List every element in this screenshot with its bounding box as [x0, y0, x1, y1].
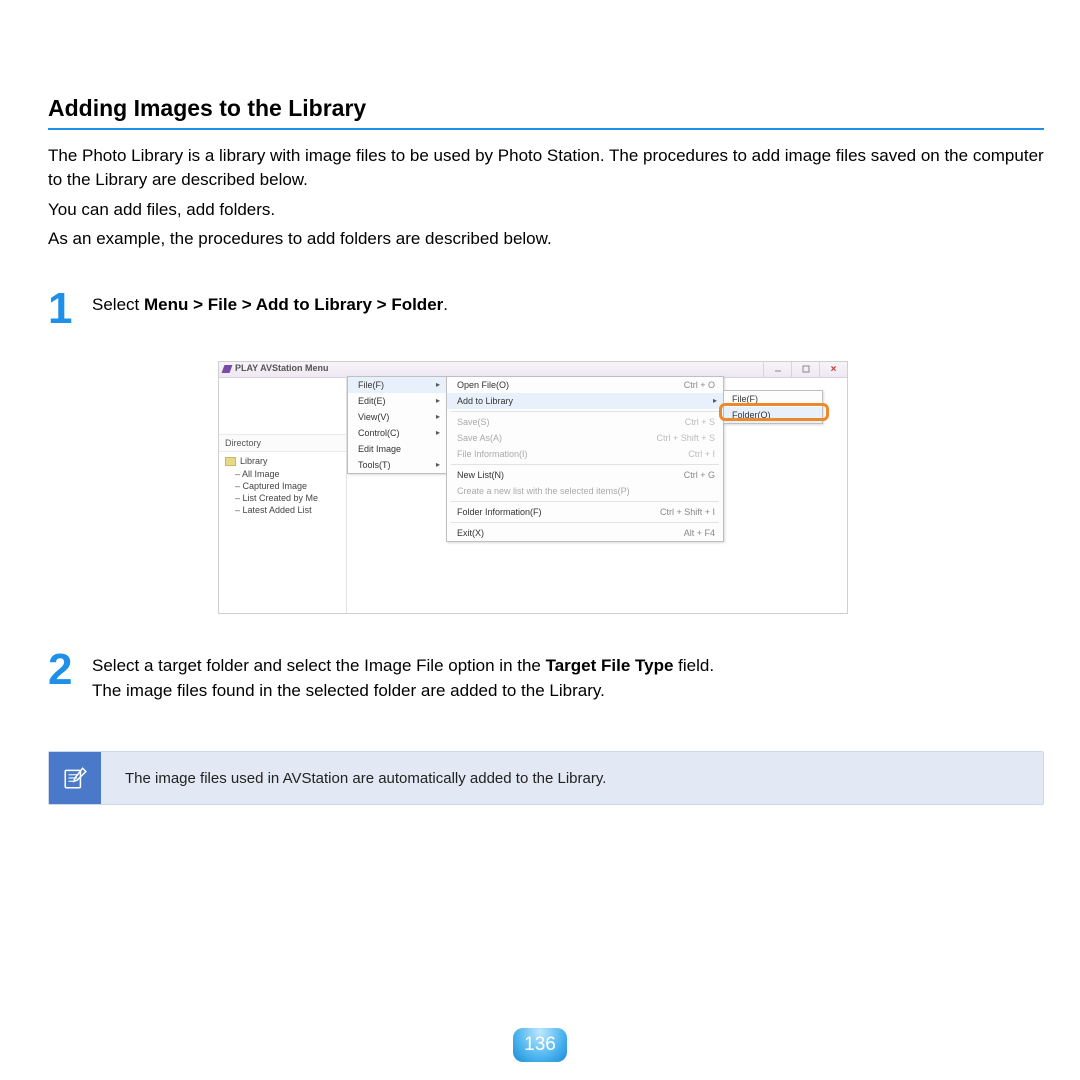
tree-item[interactable]: List Created by Me [235, 492, 346, 504]
note-icon [49, 752, 101, 804]
menu-item-label: Exit(X) [457, 528, 484, 538]
menu-item-label: Folder Information(F) [457, 507, 542, 517]
note-box: The image files used in AVStation are au… [48, 751, 1044, 805]
menu-shortcut: Ctrl + O [684, 380, 715, 390]
menu-item-save-as: Save As(A) Ctrl + Shift + S [447, 430, 723, 446]
menu-item-add-folder[interactable]: Folder(O) [724, 407, 822, 423]
step-2-text: Select a target folder and select the Im… [92, 654, 1044, 703]
menu-item-save: Save(S) Ctrl + S [447, 414, 723, 430]
menu-shortcut: Ctrl + Shift + S [656, 433, 715, 443]
menu-item-label: File Information(I) [457, 449, 528, 459]
tree-item[interactable]: Captured Image [235, 480, 346, 492]
pencil-note-icon [62, 765, 88, 791]
menu-item-label: Add to Library [457, 396, 513, 406]
submenu-arrow-icon: ▸ [436, 396, 440, 405]
menu-item-label: New List(N) [457, 470, 504, 480]
menu-item-label: File(F) [358, 380, 384, 390]
menu-item-new-list[interactable]: New List(N) Ctrl + G [447, 467, 723, 483]
submenu-file: Open File(O) Ctrl + O Add to Library ▸ Sav… [446, 376, 724, 542]
submenu-arrow-icon: ▸ [436, 412, 440, 421]
tree-root[interactable]: Library [225, 456, 346, 466]
step-2-line1-bold: Target File Type [546, 656, 674, 675]
menu-shortcut: Alt + F4 [684, 528, 715, 538]
menu-item-control[interactable]: Control(C) ▸ [348, 425, 446, 441]
window-title: PLAY AVStation Menu [235, 363, 329, 373]
menu-item-folder-info[interactable]: Folder Information(F) Ctrl + Shift + I [447, 504, 723, 520]
menu-item-add-file[interactable]: File(F) [724, 391, 822, 407]
menu-shortcut: Ctrl + G [684, 470, 715, 480]
page-number-badge: 136 [513, 1028, 567, 1062]
intro-paragraph-1: The Photo Library is a library with imag… [48, 144, 1044, 192]
menu-shortcut: Ctrl + Shift + I [660, 507, 715, 517]
menu-item-label: Save(S) [457, 417, 490, 427]
tree-root-label: Library [240, 456, 268, 466]
window-minimize-button[interactable] [763, 362, 791, 378]
menu-separator [451, 411, 719, 412]
tree-item[interactable]: Latest Added List [235, 504, 346, 516]
menu-item-open-file[interactable]: Open File(O) Ctrl + O [447, 377, 723, 393]
menu-item-label: Open File(O) [457, 380, 509, 390]
menu-item-create-list-selected: Create a new list with the selected item… [447, 483, 723, 499]
menu-shortcut: Ctrl + S [685, 417, 715, 427]
menu-separator [451, 522, 719, 523]
step-2-number: 2 [48, 648, 92, 692]
menu-item-label: View(V) [358, 412, 389, 422]
submenu-arrow-icon: ▸ [436, 428, 440, 437]
step-1-prefix: Select [92, 295, 144, 314]
menu-item-label: Tools(T) [358, 460, 391, 470]
submenu-add-to-library: File(F) Folder(O) [723, 390, 823, 424]
sidebar: Directory Library All Image Captured Ima… [219, 378, 347, 613]
submenu-arrow-icon: ▸ [436, 380, 440, 389]
menu-shortcut: Ctrl + I [688, 449, 715, 459]
step-2-line1-pre: Select a target folder and select the Im… [92, 656, 546, 675]
step-1-bold: Menu > File > Add to Library > Folder [144, 295, 443, 314]
window-close-button[interactable]: × [819, 362, 847, 378]
menu-item-edit-image[interactable]: Edit Image [348, 441, 446, 457]
step-2: 2 Select a target folder and select the … [48, 654, 1044, 703]
submenu-arrow-icon: ▸ [713, 396, 717, 405]
step-2-line1-post: field. [673, 656, 714, 675]
app-window: PLAY AVStation Menu × Directory Library [218, 361, 848, 614]
screenshot-figure: PLAY AVStation Menu × Directory Library [218, 361, 858, 614]
menu-item-label: Control(C) [358, 428, 400, 438]
step-1-text: Select Menu > File > Add to Library > Fo… [92, 293, 1044, 318]
menu-separator [451, 464, 719, 465]
app-logo-icon [222, 365, 233, 373]
menu-item-file-info: File Information(I) Ctrl + I [447, 446, 723, 462]
intro-paragraph-2: You can add files, add folders. [48, 198, 1044, 222]
step-2-line2: The image files found in the selected fo… [92, 679, 1044, 704]
tree-item[interactable]: All Image [235, 468, 346, 480]
window-maximize-button[interactable] [791, 362, 819, 378]
menu-item-add-to-library[interactable]: Add to Library ▸ [447, 393, 723, 409]
menu-file-list: File(F) ▸ Edit(E) ▸ View(V) ▸ Control(C) ▸ E… [347, 376, 447, 474]
menu-item-view[interactable]: View(V) ▸ [348, 409, 446, 425]
menu-item-tools[interactable]: Tools(T) ▸ [348, 457, 446, 473]
menu-item-edit[interactable]: Edit(E) ▸ [348, 393, 446, 409]
menu-item-label: Edit(E) [358, 396, 386, 406]
submenu-arrow-icon: ▸ [436, 460, 440, 469]
heading-rule [48, 128, 1044, 130]
section-heading: Adding Images to the Library [48, 95, 1044, 122]
sidebar-tree[interactable]: Library All Image Captured Image List Cr… [219, 452, 346, 516]
menu-item-exit[interactable]: Exit(X) Alt + F4 [447, 525, 723, 541]
step-1-number: 1 [48, 287, 92, 331]
note-text: The image files used in AVStation are au… [125, 764, 618, 793]
step-1: 1 Select Menu > File > Add to Library > … [48, 293, 1044, 331]
menu-item-file[interactable]: File(F) ▸ [348, 377, 446, 393]
menu-item-label: Save As(A) [457, 433, 502, 443]
sidebar-header: Directory [219, 434, 346, 452]
menu-separator [451, 501, 719, 502]
menu-item-label: Create a new list with the selected item… [457, 486, 630, 496]
step-1-suffix: . [443, 295, 448, 314]
menu-item-label: Edit Image [358, 444, 401, 454]
intro-paragraph-3: As an example, the procedures to add fol… [48, 227, 1044, 251]
